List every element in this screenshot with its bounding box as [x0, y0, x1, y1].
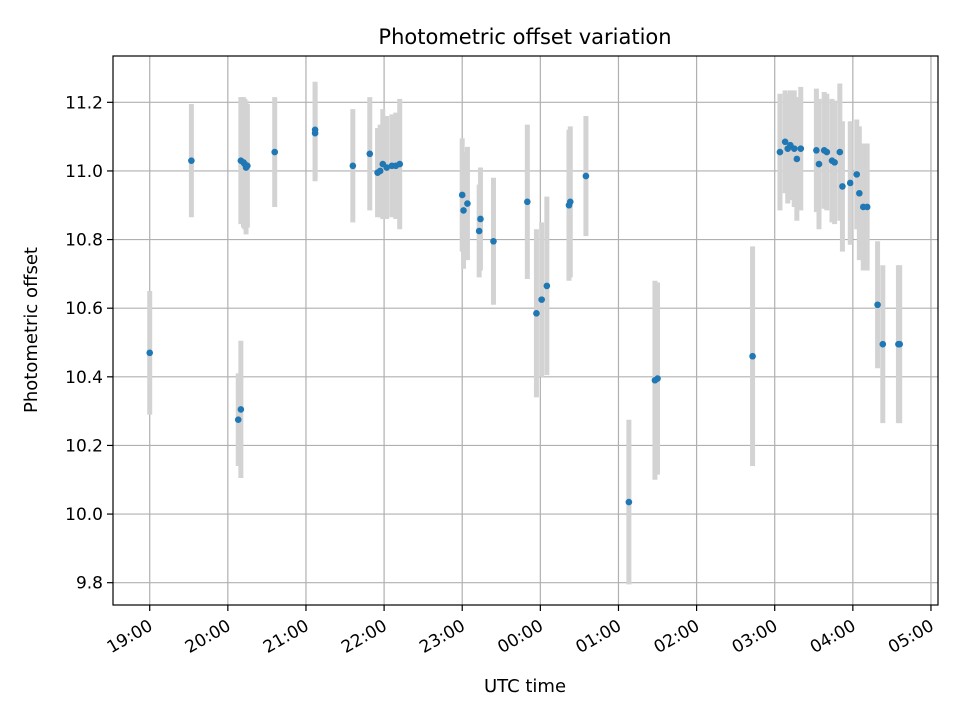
data-point	[543, 282, 551, 290]
data-point	[460, 207, 467, 214]
data-point	[625, 498, 633, 506]
data-point	[853, 171, 861, 178]
data-point	[188, 157, 195, 164]
y-tick-label: 10.6	[65, 299, 103, 319]
data-point	[839, 183, 846, 190]
data-point	[271, 148, 279, 156]
data-point	[813, 147, 820, 154]
data-point	[524, 198, 531, 206]
data-point	[234, 416, 242, 424]
y-tick-label: 9.8	[76, 574, 103, 594]
data-point	[793, 155, 801, 163]
data-point	[856, 189, 863, 197]
chart-title: Photometric offset variation	[378, 25, 671, 49]
data-point	[896, 340, 904, 348]
y-axis-ticks: 9.8 10.0 10.2 10.4 10.6 10.8 11.0 11.2	[65, 93, 113, 594]
data-point	[475, 227, 483, 235]
y-tick-label: 10.8	[65, 231, 103, 251]
data-points	[146, 126, 904, 506]
y-tick-label: 10.2	[65, 436, 103, 456]
data-point	[836, 148, 844, 156]
data-point	[790, 145, 798, 152]
data-point	[311, 126, 319, 134]
data-point	[831, 159, 838, 166]
data-point	[776, 148, 784, 156]
data-point	[823, 148, 831, 156]
data-point	[376, 167, 384, 175]
y-axis-label: Photometric offset	[21, 247, 42, 413]
data-point	[863, 203, 871, 211]
x-axis-label: UTC time	[484, 676, 566, 697]
data-point	[349, 162, 357, 170]
y-tick-label: 10.4	[65, 368, 103, 388]
data-point	[538, 296, 545, 303]
data-point	[797, 145, 805, 152]
data-point	[815, 160, 823, 168]
data-point	[458, 191, 466, 199]
data-point	[477, 215, 484, 223]
data-point	[846, 179, 854, 187]
data-point	[781, 138, 789, 146]
data-point	[383, 164, 390, 171]
data-point	[237, 406, 245, 413]
data-point	[582, 172, 590, 180]
y-tick-label: 11.2	[65, 93, 103, 113]
data-point	[244, 162, 251, 170]
data-point	[749, 352, 756, 360]
data-point	[490, 237, 497, 245]
data-point	[533, 310, 540, 317]
data-point	[879, 340, 887, 348]
y-tick-label: 11.0	[65, 162, 103, 182]
data-point	[396, 160, 404, 168]
data-point	[464, 200, 471, 207]
data-point	[366, 150, 374, 158]
data-point	[146, 349, 154, 357]
data-point	[874, 301, 881, 309]
y-tick-label: 10.0	[65, 505, 103, 525]
data-point	[654, 375, 661, 382]
axes-frame	[112, 55, 939, 606]
data-point	[566, 198, 574, 206]
